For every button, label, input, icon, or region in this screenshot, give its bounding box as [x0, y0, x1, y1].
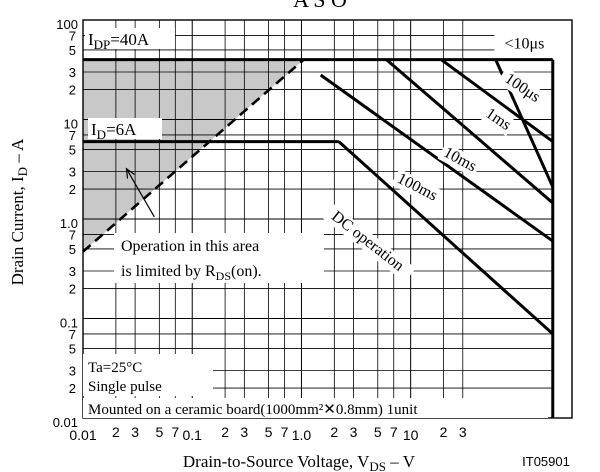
- y-tick-label-1: 2: [69, 381, 76, 396]
- rds-annotation-line2: is limited by RDS(on).: [121, 263, 262, 283]
- rds-annotation-line1: Operation in this area: [121, 238, 259, 255]
- series-line-3: [385, 58, 554, 205]
- limit-label-ID: ID=6A: [91, 120, 137, 142]
- x-tick-label-6: 2: [221, 424, 229, 440]
- y-tick-label-7: 3: [69, 264, 76, 279]
- y-tick-label-6: 2: [69, 282, 76, 297]
- x-tick-label-8: 5: [265, 424, 273, 440]
- y-tick-label-3: 5: [69, 341, 76, 356]
- x-tick-label-13: 5: [374, 424, 382, 440]
- y-tick-label-16: 2: [69, 83, 76, 98]
- y-tick-label-15: 10: [64, 117, 78, 132]
- condition-box: Ta=25°C Single pulse Mounted on a cerami…: [83, 354, 548, 418]
- series-label-bg-3: [437, 142, 482, 178]
- x-tick-label-12: 3: [350, 424, 358, 440]
- x-tick-label-4: 7: [171, 424, 179, 440]
- x-axis-label: Drain-to-Source Voltage, VDS – V: [183, 452, 416, 472]
- curves: [82, 58, 555, 418]
- figure-code: IT05901: [522, 454, 570, 469]
- y-tick-label-13: 5: [69, 142, 76, 157]
- x-tick-label-17: 3: [459, 424, 467, 440]
- series-label-1: 100μs: [502, 70, 544, 106]
- limit-label-bg-0: [85, 28, 175, 49]
- series-label-group-1: 100μs: [496, 67, 548, 110]
- limit-label-IDP: IDP=40A: [88, 30, 150, 52]
- y-tick-label-2: 3: [69, 364, 76, 379]
- y-tick-label-8: 5: [69, 242, 76, 257]
- y-tick-label-0: 0.01: [53, 415, 78, 430]
- series-label-group-4: 100ms: [391, 168, 443, 207]
- y-tick-label-19: 7: [69, 28, 76, 43]
- y-tick-label-20: 100: [56, 17, 78, 32]
- series-label-3: 10ms: [441, 144, 480, 175]
- y-axis-label: Drain Current, ID – A: [8, 138, 30, 286]
- series-label-bg-1: [496, 67, 548, 110]
- series-label-bg-0: [494, 34, 555, 53]
- y-tick-label-14: 7: [69, 128, 76, 143]
- series-line-4: [319, 73, 554, 243]
- series-label-5: DC operation: [328, 208, 407, 275]
- y-tick-label-18: 5: [69, 43, 76, 58]
- x-tick-label-16: 2: [440, 424, 448, 440]
- y-tick-label-9: 7: [69, 227, 76, 242]
- y-tick-label-5: 0.1: [60, 316, 78, 331]
- x-tick-labels: 0.01 2 3 5 7 0.1 2 3 5 7 1.0 2 3 5 7 10 2 3: [69, 424, 467, 443]
- y-tick-label-4: 7: [69, 327, 76, 342]
- series-label-group-2: 1ms: [479, 103, 517, 137]
- rds-annotation: Operation in this area is limited by RDS…: [114, 233, 324, 283]
- y-tick-label-12: 3: [69, 165, 76, 180]
- annotation-arrow-shaft: [125, 168, 155, 218]
- series-label-0: <10μs: [504, 35, 544, 52]
- rds-limit-line: [82, 58, 305, 253]
- x-tick-label-11: 2: [330, 424, 338, 440]
- chart-title: A S O: [293, 0, 347, 12]
- x-tick-label-15: 10: [403, 427, 419, 443]
- series-line-2: [440, 58, 554, 143]
- series-label-bg-2: [479, 103, 517, 137]
- limit-label-bg-1: [88, 118, 162, 139]
- condition-temperature: Ta=25°C: [88, 360, 142, 376]
- annotation-arrow-head: [125, 167, 135, 179]
- y-tick-label-17: 3: [69, 65, 76, 80]
- series-label-group-5: DC operation: [318, 200, 416, 283]
- condition-pulse: Single pulse: [88, 379, 162, 395]
- y-tick-label-11: 2: [69, 182, 76, 197]
- x-tick-label-14: 7: [390, 424, 398, 440]
- x-tick-label-1: 2: [112, 424, 120, 440]
- x-tick-label-9: 7: [281, 424, 289, 440]
- series-label-bg-5: [318, 200, 416, 283]
- x-tick-label-5: 0.1: [182, 427, 202, 443]
- condition-board: Mounted on a ceramic board(1000mm²✕0.8mm…: [88, 402, 418, 418]
- x-tick-label-2: 3: [131, 424, 139, 440]
- series-label-group-3: 10ms: [437, 142, 482, 178]
- y-tick-label-10: 1.0: [60, 216, 78, 231]
- series-line-5: [337, 140, 554, 336]
- x-tick-label-7: 3: [240, 424, 248, 440]
- chart-title-text: A S O: [293, 0, 347, 12]
- x-tick-label-10: 1.0: [292, 427, 312, 443]
- annotation-arrow: [125, 167, 155, 218]
- series-label-bg-4: [391, 168, 443, 207]
- x-tick-label-3: 5: [155, 424, 163, 440]
- x-tick-label-0: 0.01: [69, 427, 96, 443]
